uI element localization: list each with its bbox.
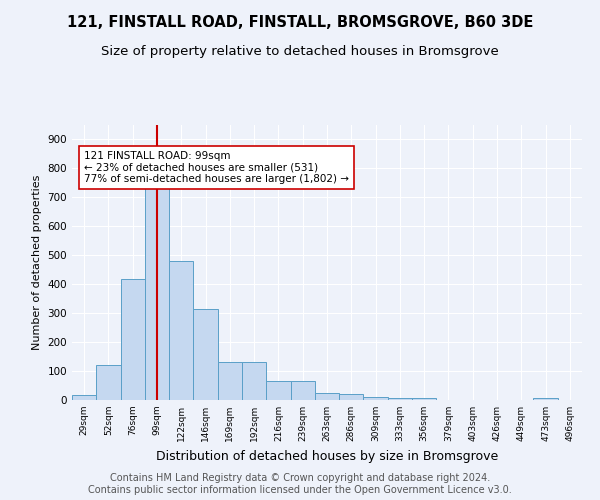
Bar bbox=[169, 261, 193, 400]
Y-axis label: Number of detached properties: Number of detached properties bbox=[32, 175, 42, 350]
Bar bbox=[145, 187, 169, 400]
Bar bbox=[218, 362, 242, 400]
Bar bbox=[96, 366, 121, 400]
Text: 121, FINSTALL ROAD, FINSTALL, BROMSGROVE, B60 3DE: 121, FINSTALL ROAD, FINSTALL, BROMSGROVE… bbox=[67, 15, 533, 30]
Text: 121 FINSTALL ROAD: 99sqm
← 23% of detached houses are smaller (531)
77% of semi-: 121 FINSTALL ROAD: 99sqm ← 23% of detach… bbox=[84, 151, 349, 184]
Bar bbox=[242, 362, 266, 400]
Text: Contains HM Land Registry data © Crown copyright and database right 2024.
Contai: Contains HM Land Registry data © Crown c… bbox=[88, 474, 512, 495]
Bar bbox=[364, 397, 388, 400]
Bar bbox=[290, 381, 315, 400]
Bar bbox=[121, 280, 145, 400]
X-axis label: Distribution of detached houses by size in Bromsgrove: Distribution of detached houses by size … bbox=[156, 450, 498, 462]
Bar bbox=[388, 398, 412, 400]
Bar bbox=[315, 393, 339, 400]
Bar bbox=[193, 309, 218, 400]
Bar bbox=[412, 398, 436, 400]
Bar bbox=[339, 394, 364, 400]
Text: Size of property relative to detached houses in Bromsgrove: Size of property relative to detached ho… bbox=[101, 45, 499, 58]
Bar bbox=[266, 381, 290, 400]
Bar bbox=[533, 398, 558, 400]
Bar bbox=[72, 395, 96, 400]
